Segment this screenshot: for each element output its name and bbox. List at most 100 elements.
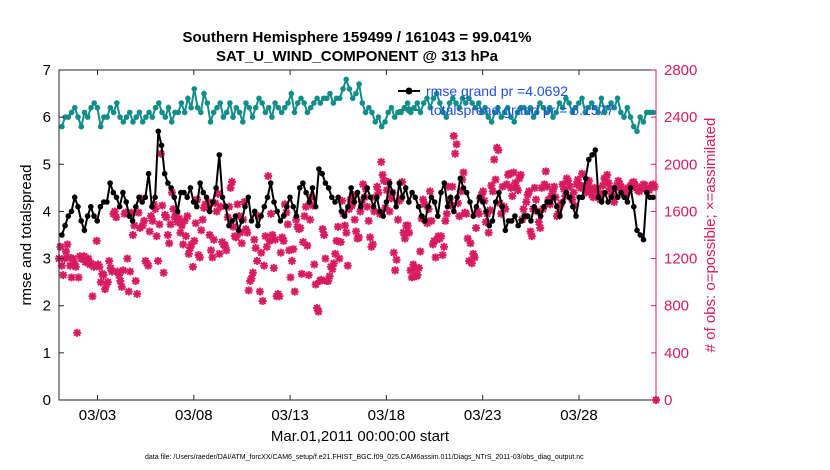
totalspread-point: [485, 114, 492, 120]
obs-mark-d2: [164, 231, 172, 239]
obs-count-point: [462, 209, 471, 218]
obs-mark-d2: [183, 212, 192, 220]
obs-count-point: [133, 289, 142, 298]
obs-count-point: [550, 182, 559, 191]
totalspread-point: [385, 109, 392, 116]
rmse-point: [431, 199, 438, 205]
obs-count-point: [459, 168, 468, 177]
rmse-point: [451, 208, 457, 215]
obs-mark-d2: [629, 178, 638, 186]
legend: rmse grand pr =4.0692 totalspread grand …: [398, 83, 614, 118]
obs-count-point: [508, 192, 517, 201]
rmse-point: [110, 189, 117, 196]
rmse-point: [467, 199, 473, 205]
obs-count-point: [226, 183, 235, 192]
obs-mark-d2: [300, 212, 309, 220]
rmse-point: [570, 203, 576, 210]
totalspread-point: [185, 95, 191, 102]
totalspread-point: [546, 104, 553, 111]
totalspread-point: [440, 109, 446, 116]
rmse-point: [239, 218, 245, 224]
obs-count-point: [431, 253, 440, 262]
obs-count-point: [289, 245, 298, 254]
totalspread-line: [60, 76, 654, 134]
rmse-point: [116, 203, 123, 210]
obs-count-point: [237, 239, 246, 248]
rmse-point: [120, 189, 126, 196]
totalspread-point: [307, 104, 314, 111]
totalspread-point: [404, 100, 411, 106]
obs-count-point: [427, 216, 436, 225]
rmse-point: [537, 213, 544, 219]
rmse-point: [531, 203, 537, 210]
rmse-point: [457, 175, 464, 182]
rmse-point: [357, 203, 364, 210]
obs-count-point: [303, 241, 312, 250]
obs-count-point: [290, 287, 299, 296]
obs-mark-d2: [306, 215, 314, 224]
totalspread-point: [175, 109, 181, 116]
obs-mark-d2: [405, 228, 413, 237]
totalspread-point: [282, 104, 288, 111]
rmse-point: [422, 218, 428, 224]
obs-count-point: [198, 215, 207, 224]
obs-mark-d2: [217, 203, 225, 211]
obs-mark-d2: [450, 132, 458, 140]
totalspread-point: [427, 104, 434, 111]
obs-count-point: [176, 228, 185, 237]
rmse-point: [393, 203, 399, 210]
obs-mark-d2: [351, 215, 359, 224]
rmse-point: [264, 194, 271, 201]
obs-count-point: [162, 213, 171, 222]
obs-mark-d2: [257, 248, 265, 257]
obs-count-point: [188, 262, 197, 271]
totalspread-point: [592, 104, 598, 111]
x-tick-label: 03/03: [79, 407, 117, 424]
rmse-point: [425, 203, 432, 210]
obs-mark-d2: [510, 168, 518, 177]
obs-mark-d2: [162, 213, 171, 222]
obs-mark-d2: [270, 264, 278, 272]
totalspread-point: [152, 104, 159, 111]
totalspread-point: [227, 100, 233, 106]
obs-count-point: [310, 260, 319, 269]
obs-mark-d2: [558, 180, 567, 189]
obs-mark-d2: [366, 233, 374, 242]
obs-count-point: [532, 195, 541, 204]
rmse-point: [332, 199, 338, 205]
obs-mark-d2: [175, 214, 183, 223]
totalspread-point: [349, 95, 356, 102]
totalspread-point: [366, 104, 372, 111]
totalspread-point: [559, 104, 566, 111]
obs-mark-d2: [144, 261, 152, 270]
totalspread-series: [59, 76, 656, 135]
totalspread-point: [433, 90, 440, 97]
obs-mark-d2: [466, 239, 475, 247]
obs-count-point: [519, 205, 528, 214]
rmse-point: [438, 189, 444, 196]
x-tick-label: 03/23: [464, 407, 502, 424]
obs-mark-d2: [565, 182, 574, 191]
totalspread-point: [543, 109, 550, 116]
totalspread-point: [114, 100, 120, 106]
obs-mark-d2: [118, 283, 126, 291]
obs-count-point: [287, 256, 296, 265]
totalspread-point: [191, 86, 198, 92]
obs-mark-d2: [238, 239, 246, 247]
obs-mark-d2: [334, 223, 342, 231]
obs-count-point: [59, 271, 68, 280]
x-axis-label: Mar.01,2011 00:00:00 start: [271, 428, 450, 445]
obs-count-point: [296, 223, 305, 232]
obs-count-point: [438, 251, 447, 260]
obs-mark-d2: [484, 228, 493, 237]
rmse-point: [525, 213, 531, 219]
obs-count-point: [105, 256, 114, 265]
totalspread-point: [492, 109, 498, 116]
obs-count-point: [368, 240, 377, 249]
obs-count-point: [123, 254, 132, 263]
obs-mark-d2: [314, 307, 323, 316]
rmse-point: [94, 218, 100, 224]
rmse-point: [634, 227, 640, 234]
